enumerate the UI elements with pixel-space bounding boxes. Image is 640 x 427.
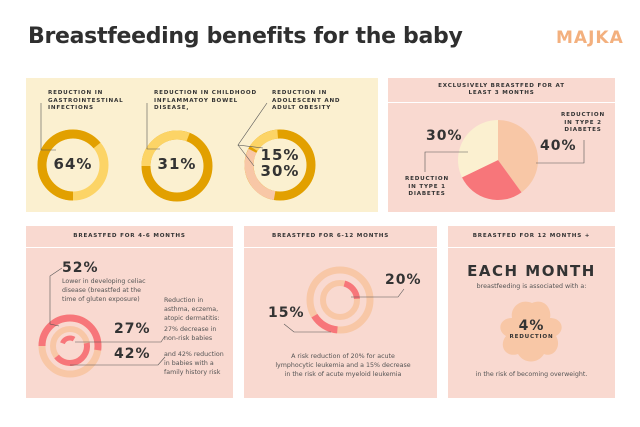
value-31: 31% xyxy=(157,155,197,173)
leader-lines xyxy=(49,267,166,366)
value-label: REDUCTION xyxy=(509,334,554,340)
subheadline: breastfeeding is associated with a: xyxy=(476,283,587,290)
panel-diabetes: EXCLUSIVELY BREASTFED FOR AT LEAST 3 MON… xyxy=(388,78,615,212)
value-15: 15% xyxy=(260,146,300,164)
page-title: Breastfeeding benefits for the baby xyxy=(28,24,463,49)
pie-slice-other xyxy=(462,160,522,201)
ring-20 xyxy=(320,280,360,320)
panel-12-months-plus: BREASTFED FOR 12 MONTHS + EACH MONTH bre… xyxy=(448,226,615,398)
value-type2: 40% xyxy=(540,138,577,154)
blob-icon xyxy=(500,301,562,362)
pie-slice-type2 xyxy=(498,119,539,193)
panel-header: BREASTFED FOR 4-6 MONTHS xyxy=(26,226,233,248)
text-27: 27% decrease in non-risk babies xyxy=(164,326,217,342)
leukemia-text: A risk reduction of 20% for acute lympho… xyxy=(275,353,411,378)
ring-chart xyxy=(283,266,405,334)
footer-text: in the risk of becoming overweight. xyxy=(475,371,588,378)
panel-4-6-months: BREASTFED FOR 4-6 MONTHS 52% Lower in de… xyxy=(26,226,233,398)
asthma-intro: Reduction in asthma, eczema, atopic derm… xyxy=(164,297,220,322)
label-type1: REDUCTION IN TYPE 1 DIABETES xyxy=(405,176,449,197)
leader-lines xyxy=(424,140,585,172)
value-type1: 30% xyxy=(426,128,463,144)
label-ibd: REDUCTION IN CHILDHOOD INFLAMMATOY BOWEL… xyxy=(154,90,257,111)
logo: MAJKA xyxy=(556,28,624,48)
value-20: 20% xyxy=(385,272,422,288)
leader-lines xyxy=(283,288,405,333)
value-42: 42% xyxy=(114,346,151,362)
value-52: 52% xyxy=(62,260,99,276)
donut-value-64 xyxy=(37,129,109,201)
pie-slice-type1 xyxy=(458,120,498,178)
headline: EACH MONTH xyxy=(467,262,596,280)
value-64: 64% xyxy=(53,155,93,173)
donut-charts xyxy=(37,102,316,202)
label-obesity: REDUCTION IN ADOLESCENT AND ADULT OBESIT… xyxy=(272,90,341,111)
ring-52 xyxy=(38,314,102,378)
panel-header: EXCLUSIVELY BREASTFED FOR AT LEAST 3 MON… xyxy=(388,78,615,103)
leader-lines xyxy=(40,102,268,167)
donut-value-31 xyxy=(141,130,213,202)
ring-chart xyxy=(38,267,166,378)
panel-header: BREASTFED FOR 12 MONTHS + xyxy=(448,226,615,248)
ring-27 xyxy=(59,335,81,357)
ring-15 xyxy=(306,266,374,334)
text-42: and 42% reduction in babies with a famil… xyxy=(164,351,224,376)
panel-6-12-months: BREASTFED FOR 6-12 MONTHS 20% 15% A risk… xyxy=(244,226,437,398)
value-30: 30% xyxy=(260,162,300,180)
value-27: 27% xyxy=(114,321,151,337)
blob-shape xyxy=(500,301,562,362)
panel-header: BREASTFED FOR 6-12 MONTHS xyxy=(244,226,437,248)
panel-reductions: REDUCTION IN GASTROINTESTINAL INFECTIONS… xyxy=(26,78,378,212)
label-type2: REDUCTION IN TYPE 2 DIABETES xyxy=(561,112,605,133)
value-15: 15% xyxy=(268,305,305,321)
label-gi: REDUCTION IN GASTROINTESTINAL INFECTIONS xyxy=(48,90,124,111)
pie-chart xyxy=(424,119,585,201)
celiac-text: Lower in developing celiac disease (brea… xyxy=(62,278,146,303)
value-4: 4% xyxy=(518,318,545,334)
